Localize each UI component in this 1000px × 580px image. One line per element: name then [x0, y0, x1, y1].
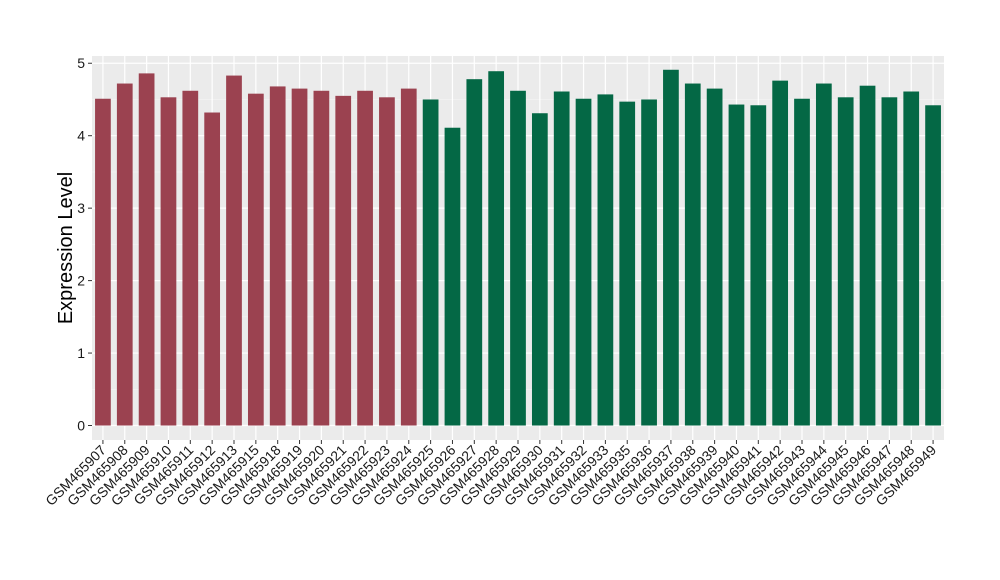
x-axis: GSM465907GSM465908GSM465909GSM465910GSM4…: [42, 440, 939, 509]
y-tick-label: 5: [77, 55, 85, 71]
bar-GSM465935: [619, 101, 636, 426]
bar-GSM465918: [269, 86, 286, 426]
bar-GSM465924: [400, 88, 417, 426]
bar-GSM465943: [794, 98, 810, 426]
bars: [95, 69, 941, 426]
y-axis: 0 1 2 3 4 5: [77, 55, 92, 434]
bar-GSM465936: [641, 99, 657, 426]
bar-GSM465942: [772, 80, 789, 426]
bar-GSM465929: [510, 90, 526, 426]
bar-GSM465907: [95, 98, 111, 426]
bar-GSM465919: [291, 88, 308, 426]
bar-GSM465930: [531, 113, 548, 426]
bar-GSM465945: [837, 97, 854, 426]
y-tick-label: 4: [77, 128, 85, 144]
bar-GSM465926: [444, 127, 461, 426]
y-tick-label: 0: [77, 418, 85, 434]
bar-GSM465908: [116, 83, 133, 426]
bar-GSM465949: [925, 105, 941, 426]
bar-GSM465944: [815, 83, 832, 426]
bar-GSM465925: [422, 99, 439, 426]
y-tick-label: 1: [77, 345, 85, 361]
bar-GSM465933: [597, 94, 614, 426]
bar-GSM465915: [247, 93, 264, 426]
bar-GSM465948: [903, 91, 920, 426]
bar-GSM465927: [466, 79, 483, 426]
bar-GSM465922: [357, 90, 373, 426]
bar-GSM465938: [684, 83, 701, 426]
bar-GSM465909: [138, 73, 155, 426]
bar-GSM465913: [226, 75, 242, 426]
y-axis-title: Expression Level: [55, 172, 77, 324]
bar-GSM465910: [160, 97, 177, 426]
bar-GSM465932: [575, 98, 592, 426]
bar-GSM465920: [313, 90, 330, 426]
bar-GSM465946: [859, 85, 876, 426]
bar-GSM465947: [881, 97, 898, 426]
bar-GSM465931: [553, 91, 570, 426]
y-tick-label: 2: [77, 273, 85, 289]
bar-GSM465921: [335, 95, 352, 426]
bar-GSM465912: [204, 112, 221, 426]
bar-GSM465928: [488, 71, 505, 426]
bar-GSM465923: [379, 97, 395, 426]
bar-GSM465937: [663, 69, 679, 426]
bar-GSM465941: [750, 105, 767, 426]
bar-GSM465911: [182, 90, 199, 426]
bar-GSM465939: [706, 88, 723, 426]
bar-GSM465940: [728, 104, 745, 426]
y-tick-label: 3: [77, 200, 85, 216]
